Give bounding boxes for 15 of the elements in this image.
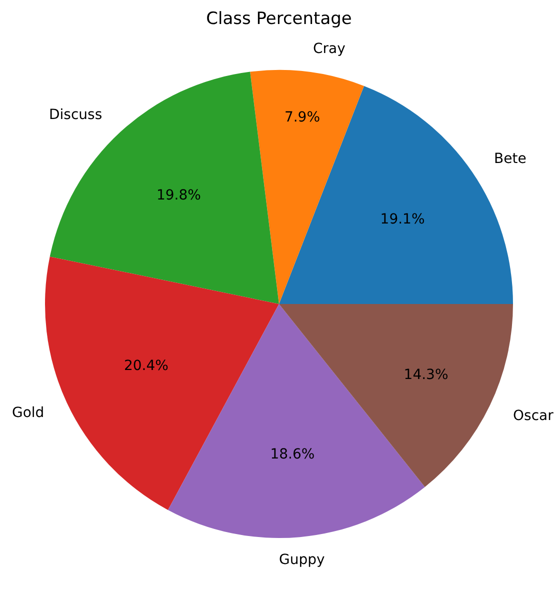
data-label: 7.9% <box>284 110 320 126</box>
data-label: 20.4% <box>124 358 168 374</box>
data-label: 18.6% <box>270 446 315 462</box>
data-label: 14.3% <box>404 366 448 383</box>
slice-label: Bete <box>494 151 526 167</box>
pie-slice <box>50 72 279 304</box>
chart-title: Class Percentage <box>206 8 352 29</box>
slice-label: Discuss <box>49 107 102 123</box>
pie-slice <box>250 70 364 304</box>
data-label: 19.8% <box>156 187 201 204</box>
slice-label: Guppy <box>279 552 325 568</box>
slice-label: Gold <box>12 405 44 421</box>
slice-label: Oscar <box>513 408 554 424</box>
data-label: 19.1% <box>380 212 425 228</box>
slice-label: Cray <box>313 41 346 57</box>
